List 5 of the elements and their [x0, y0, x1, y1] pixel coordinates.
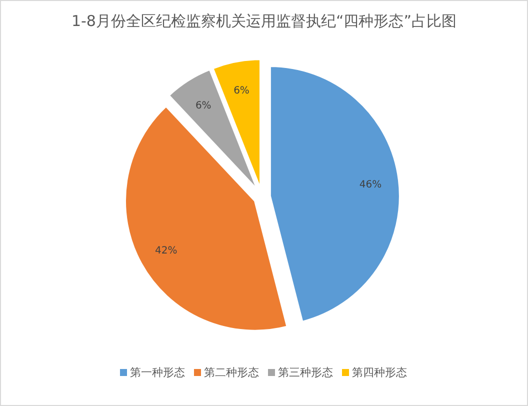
title: 1-8月份全区纪检监察机关运用监督执纪“四种形态”占比图	[71, 12, 457, 30]
legend-label: 第三种形态	[278, 366, 333, 379]
legend-label: 第四种形态	[352, 366, 407, 379]
legend-label: 第二种形态	[204, 366, 259, 379]
legend-label: 第一种形态	[130, 366, 185, 379]
